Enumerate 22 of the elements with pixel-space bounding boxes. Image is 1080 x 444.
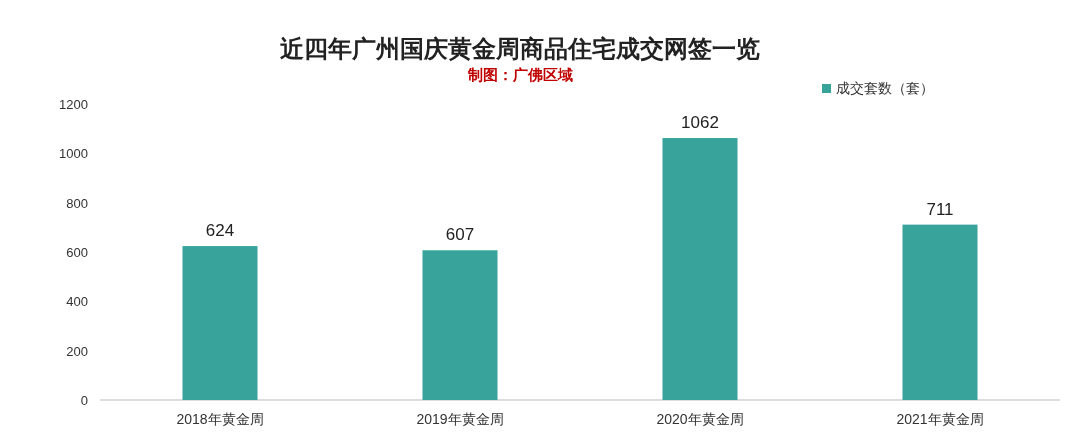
data-label: 711 — [926, 199, 954, 219]
chart-subtitle: 制图：广佛区域 — [466, 66, 573, 83]
y-tick-label: 200 — [66, 343, 88, 359]
bar — [662, 138, 738, 400]
x-tick-label: 2019年黄金周 — [416, 411, 504, 427]
bar — [902, 224, 978, 400]
y-tick-label: 800 — [66, 195, 88, 211]
legend-label: 成交套数（套） — [836, 80, 934, 96]
y-tick-label: 600 — [66, 245, 88, 260]
bar — [182, 246, 258, 400]
y-tick-label: 0 — [80, 393, 88, 408]
data-label: 607 — [445, 225, 475, 245]
x-tick-label: 2018年黄金周 — [176, 411, 264, 427]
y-tick-label: 1200 — [59, 97, 88, 112]
x-tick-label: 2021年黄金周 — [896, 411, 984, 427]
y-tick-label: 1000 — [59, 146, 88, 162]
chart-title: 近四年广州国庆黄金周商品住宅成交网签一览 — [280, 35, 760, 62]
bar — [422, 250, 498, 400]
y-tick-label: 400 — [66, 294, 88, 310]
data-label: 624 — [205, 221, 235, 241]
data-label: 1062 — [681, 113, 719, 133]
x-tick-label: 2020年黄金周 — [656, 411, 744, 427]
